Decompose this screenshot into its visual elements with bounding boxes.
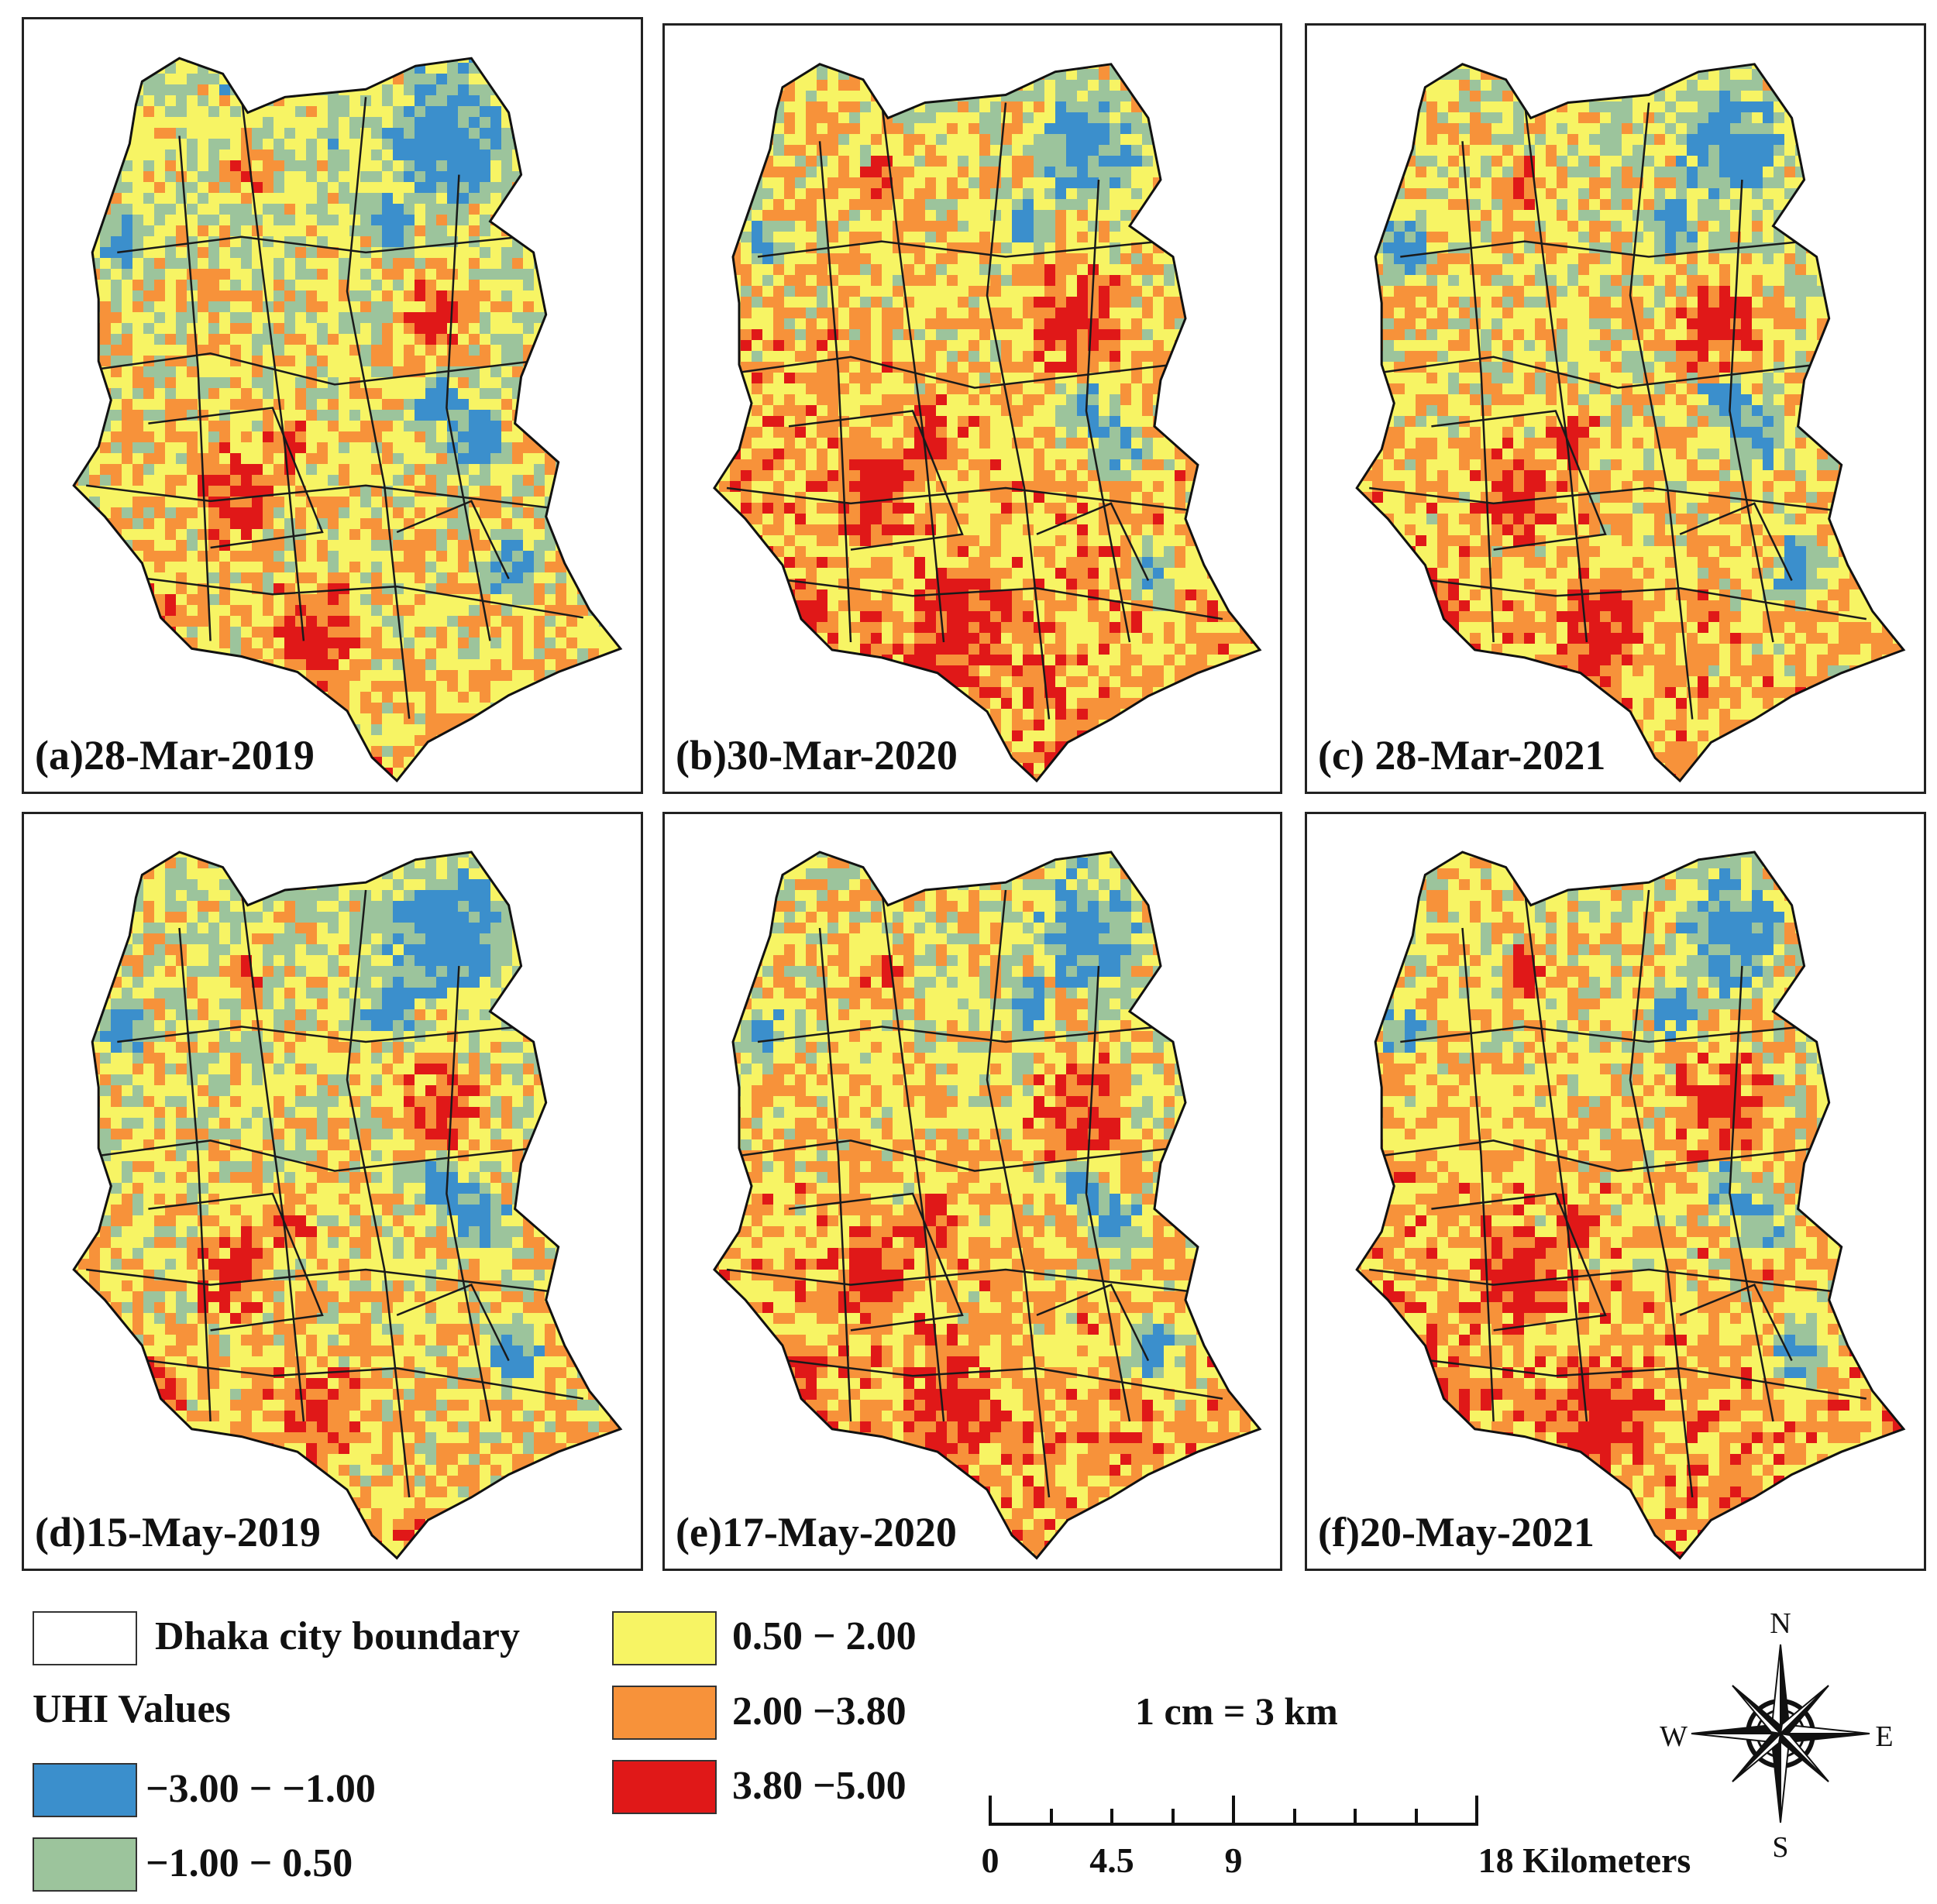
uhi-raster-map: [713, 851, 1262, 1560]
compass-rose-icon: [1691, 1644, 1870, 1823]
uhi-title: UHI Values: [33, 1686, 231, 1732]
compass-e: E: [1875, 1720, 1893, 1754]
map-panel-d: (d)15-May-2019: [22, 812, 643, 1571]
class-swatch-3: [612, 1611, 717, 1665]
class-swatch-2: [33, 1837, 137, 1892]
class-swatch-5: [612, 1760, 717, 1814]
panel-label: (a)28-Mar-2019: [35, 731, 315, 779]
city-boundary-outline: [713, 851, 1262, 1560]
scale-tick-18: 18 Kilometers: [1478, 1840, 1691, 1881]
panel-label: (f)20-May-2021: [1318, 1508, 1595, 1556]
scale-tick-4-5: 4.5: [1089, 1840, 1134, 1881]
class-label-1: −3.00 − −1.00: [146, 1766, 376, 1812]
map-panel-e: (e)17-May-2020: [662, 812, 1282, 1571]
panel-label: (b)30-Mar-2020: [676, 731, 958, 779]
uhi-raster-map: [1355, 63, 1906, 783]
panel-label: (e)17-May-2020: [676, 1508, 957, 1556]
compass-n: N: [1770, 1607, 1791, 1641]
city-boundary-outline: [713, 63, 1262, 783]
scale-tick-0: 0: [982, 1840, 999, 1881]
class-swatch-4: [612, 1686, 717, 1740]
city-boundary-outline: [72, 851, 623, 1560]
uhi-raster-map: [72, 57, 623, 783]
uhi-raster-map: [713, 63, 1262, 783]
map-panel-f: (f)20-May-2021: [1305, 812, 1926, 1571]
compass-s: S: [1772, 1830, 1788, 1864]
uhi-raster-map: [72, 851, 623, 1560]
class-swatch-1: [33, 1763, 137, 1817]
scale-ratio: 1 cm = 3 km: [1135, 1689, 1338, 1734]
map-panel-c: (c) 28-Mar-2021: [1305, 23, 1926, 794]
panel-label: (c) 28-Mar-2021: [1318, 731, 1605, 779]
map-panel-b: (b)30-Mar-2020: [662, 23, 1282, 794]
city-boundary-outline: [72, 57, 623, 783]
map-panel-a: (a)28-Mar-2019: [22, 17, 643, 794]
scale-tick-9: 9: [1225, 1840, 1243, 1881]
panel-label: (d)15-May-2019: [35, 1508, 321, 1556]
class-label-2: −1.00 − 0.50: [146, 1840, 353, 1886]
uhi-raster-map: [1355, 851, 1906, 1560]
boundary-label: Dhaka city boundary: [155, 1614, 520, 1659]
class-label-4: 2.00 −3.80: [732, 1689, 907, 1734]
class-label-5: 3.80 −5.00: [732, 1763, 907, 1809]
boundary-swatch: [33, 1611, 137, 1665]
city-boundary-outline: [1355, 63, 1906, 783]
city-boundary-outline: [1355, 851, 1906, 1560]
class-label-3: 0.50 − 2.00: [732, 1614, 917, 1659]
compass-w: W: [1660, 1720, 1688, 1754]
